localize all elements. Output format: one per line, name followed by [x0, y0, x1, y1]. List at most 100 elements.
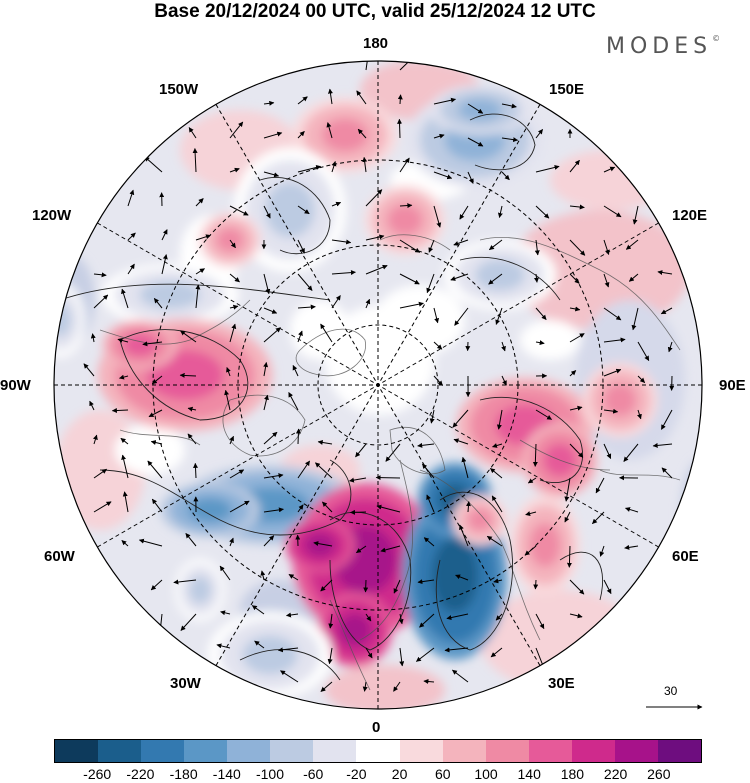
wind-arrow — [180, 613, 197, 631]
colorbar-ticks: -260 -220 -180 -140 -100 -60 -20 20 60 100 140 180 2… — [54, 766, 702, 783]
wind-arrow — [564, 511, 571, 523]
label-150e: 150E — [549, 81, 585, 98]
wind-arrow — [399, 239, 421, 253]
wind-arrow — [532, 443, 538, 467]
colorbar-tick-label: -100 — [255, 766, 285, 782]
label-0: 0 — [372, 719, 381, 736]
wind-arrow — [263, 394, 269, 411]
meridian-line — [215, 104, 541, 666]
wind-arrow — [399, 647, 405, 667]
colorbar-segment — [571, 740, 615, 762]
wind-arrow — [187, 433, 197, 445]
label-60w: 60W — [44, 548, 75, 565]
wind-arrow — [263, 100, 275, 106]
colorbar-segment — [227, 740, 271, 762]
colorbar-segment — [184, 740, 228, 762]
wind-arrow — [365, 647, 373, 659]
wind-arrow — [138, 538, 163, 547]
wind-arrow — [195, 198, 204, 207]
wind-arrow — [419, 613, 435, 628]
colorbar-segment — [614, 740, 658, 762]
wind-arrow — [603, 579, 612, 595]
wind-arrow — [444, 647, 469, 653]
wind-arrow — [491, 495, 503, 513]
wind-arrow — [603, 408, 619, 414]
wind-arrow — [535, 205, 550, 219]
wind-arrow — [433, 307, 440, 324]
negative-anomaly-kamchatka-core — [458, 99, 502, 121]
wind-arrow — [127, 232, 136, 241]
wind-arrow — [151, 498, 163, 513]
wind-arrow — [660, 307, 673, 315]
wind-arrow — [150, 440, 163, 445]
wind-arrow — [263, 327, 281, 343]
wind-arrow — [416, 647, 435, 662]
wind-arrow — [355, 545, 367, 554]
wind-arrow — [535, 340, 545, 346]
wind-arrow — [534, 239, 540, 256]
label-60e: 60E — [672, 548, 699, 565]
wind-arrow — [142, 341, 163, 347]
wind-arrow — [292, 364, 299, 377]
wind-arrow — [467, 171, 474, 184]
wind-arrow — [188, 127, 197, 139]
wind-arrow — [144, 156, 163, 173]
wind-arrow — [263, 131, 283, 139]
wind-arrow — [490, 647, 503, 658]
wind-arrow — [224, 389, 231, 411]
wind-arrow — [263, 205, 271, 219]
colorbar-segment — [528, 740, 572, 762]
colorbar-segment — [485, 740, 529, 762]
map-title: Base 20/12/2024 00 UTC, valid 25/12/2024… — [154, 1, 596, 22]
wind-arrow — [89, 400, 95, 411]
colorbar-segment — [55, 740, 99, 762]
label-150w: 150W — [159, 81, 199, 98]
wind-arrow — [569, 239, 586, 256]
wind-arrow — [263, 473, 284, 479]
wind-arrow — [317, 439, 333, 445]
wind-arrow — [624, 544, 639, 550]
wind-arrow — [569, 579, 585, 595]
wind-arrow — [380, 545, 401, 553]
colorbar-segment — [313, 740, 357, 762]
wind-arrow — [117, 338, 129, 343]
wind-arrow — [428, 239, 435, 253]
wind-arrow — [185, 533, 197, 547]
wind-arrow — [355, 443, 367, 458]
wind-arrow — [147, 460, 163, 479]
wind-vectors — [83, 61, 675, 692]
wind-arrow — [566, 545, 572, 568]
positive-anomaly-central-asia-core — [529, 523, 561, 567]
wind-arrow — [399, 157, 410, 173]
wind-arrow — [179, 372, 197, 378]
wind-arrow — [632, 205, 639, 225]
wind-arrow — [263, 535, 275, 547]
wind-arrow — [535, 307, 547, 320]
wind-arrow — [569, 443, 584, 458]
label-180: 180 — [363, 35, 389, 52]
wind-arrow — [229, 469, 245, 479]
positive-anomaly-central-asia-core — [603, 383, 637, 417]
colorbar-tick-label: -60 — [303, 766, 324, 782]
colorbar-segment — [442, 740, 486, 762]
wind-arrow — [229, 323, 237, 343]
wind-arrow — [320, 579, 333, 592]
wind-arrow — [226, 367, 231, 377]
wind-arrow — [297, 504, 304, 513]
wind-arrow — [433, 133, 445, 139]
wind-arrow — [452, 669, 469, 683]
wind-arrow — [263, 431, 278, 445]
wind-arrow — [461, 456, 469, 479]
wind-arrow — [173, 579, 197, 585]
wind-arrow — [455, 574, 469, 581]
wind-arrow — [452, 409, 469, 428]
colorbar-tick-label: 100 — [474, 766, 498, 782]
wind-arrow — [322, 501, 333, 513]
negative-anomaly-atlantic-south-core — [189, 576, 211, 604]
positive-anomaly-north-atlantic-core — [304, 532, 336, 558]
wind-arrow — [297, 96, 308, 105]
wind-arrow — [362, 681, 368, 692]
label-90w: 90W — [0, 377, 31, 394]
wind-arrow — [501, 137, 519, 143]
colorbar-tick-label: -180 — [169, 766, 198, 782]
